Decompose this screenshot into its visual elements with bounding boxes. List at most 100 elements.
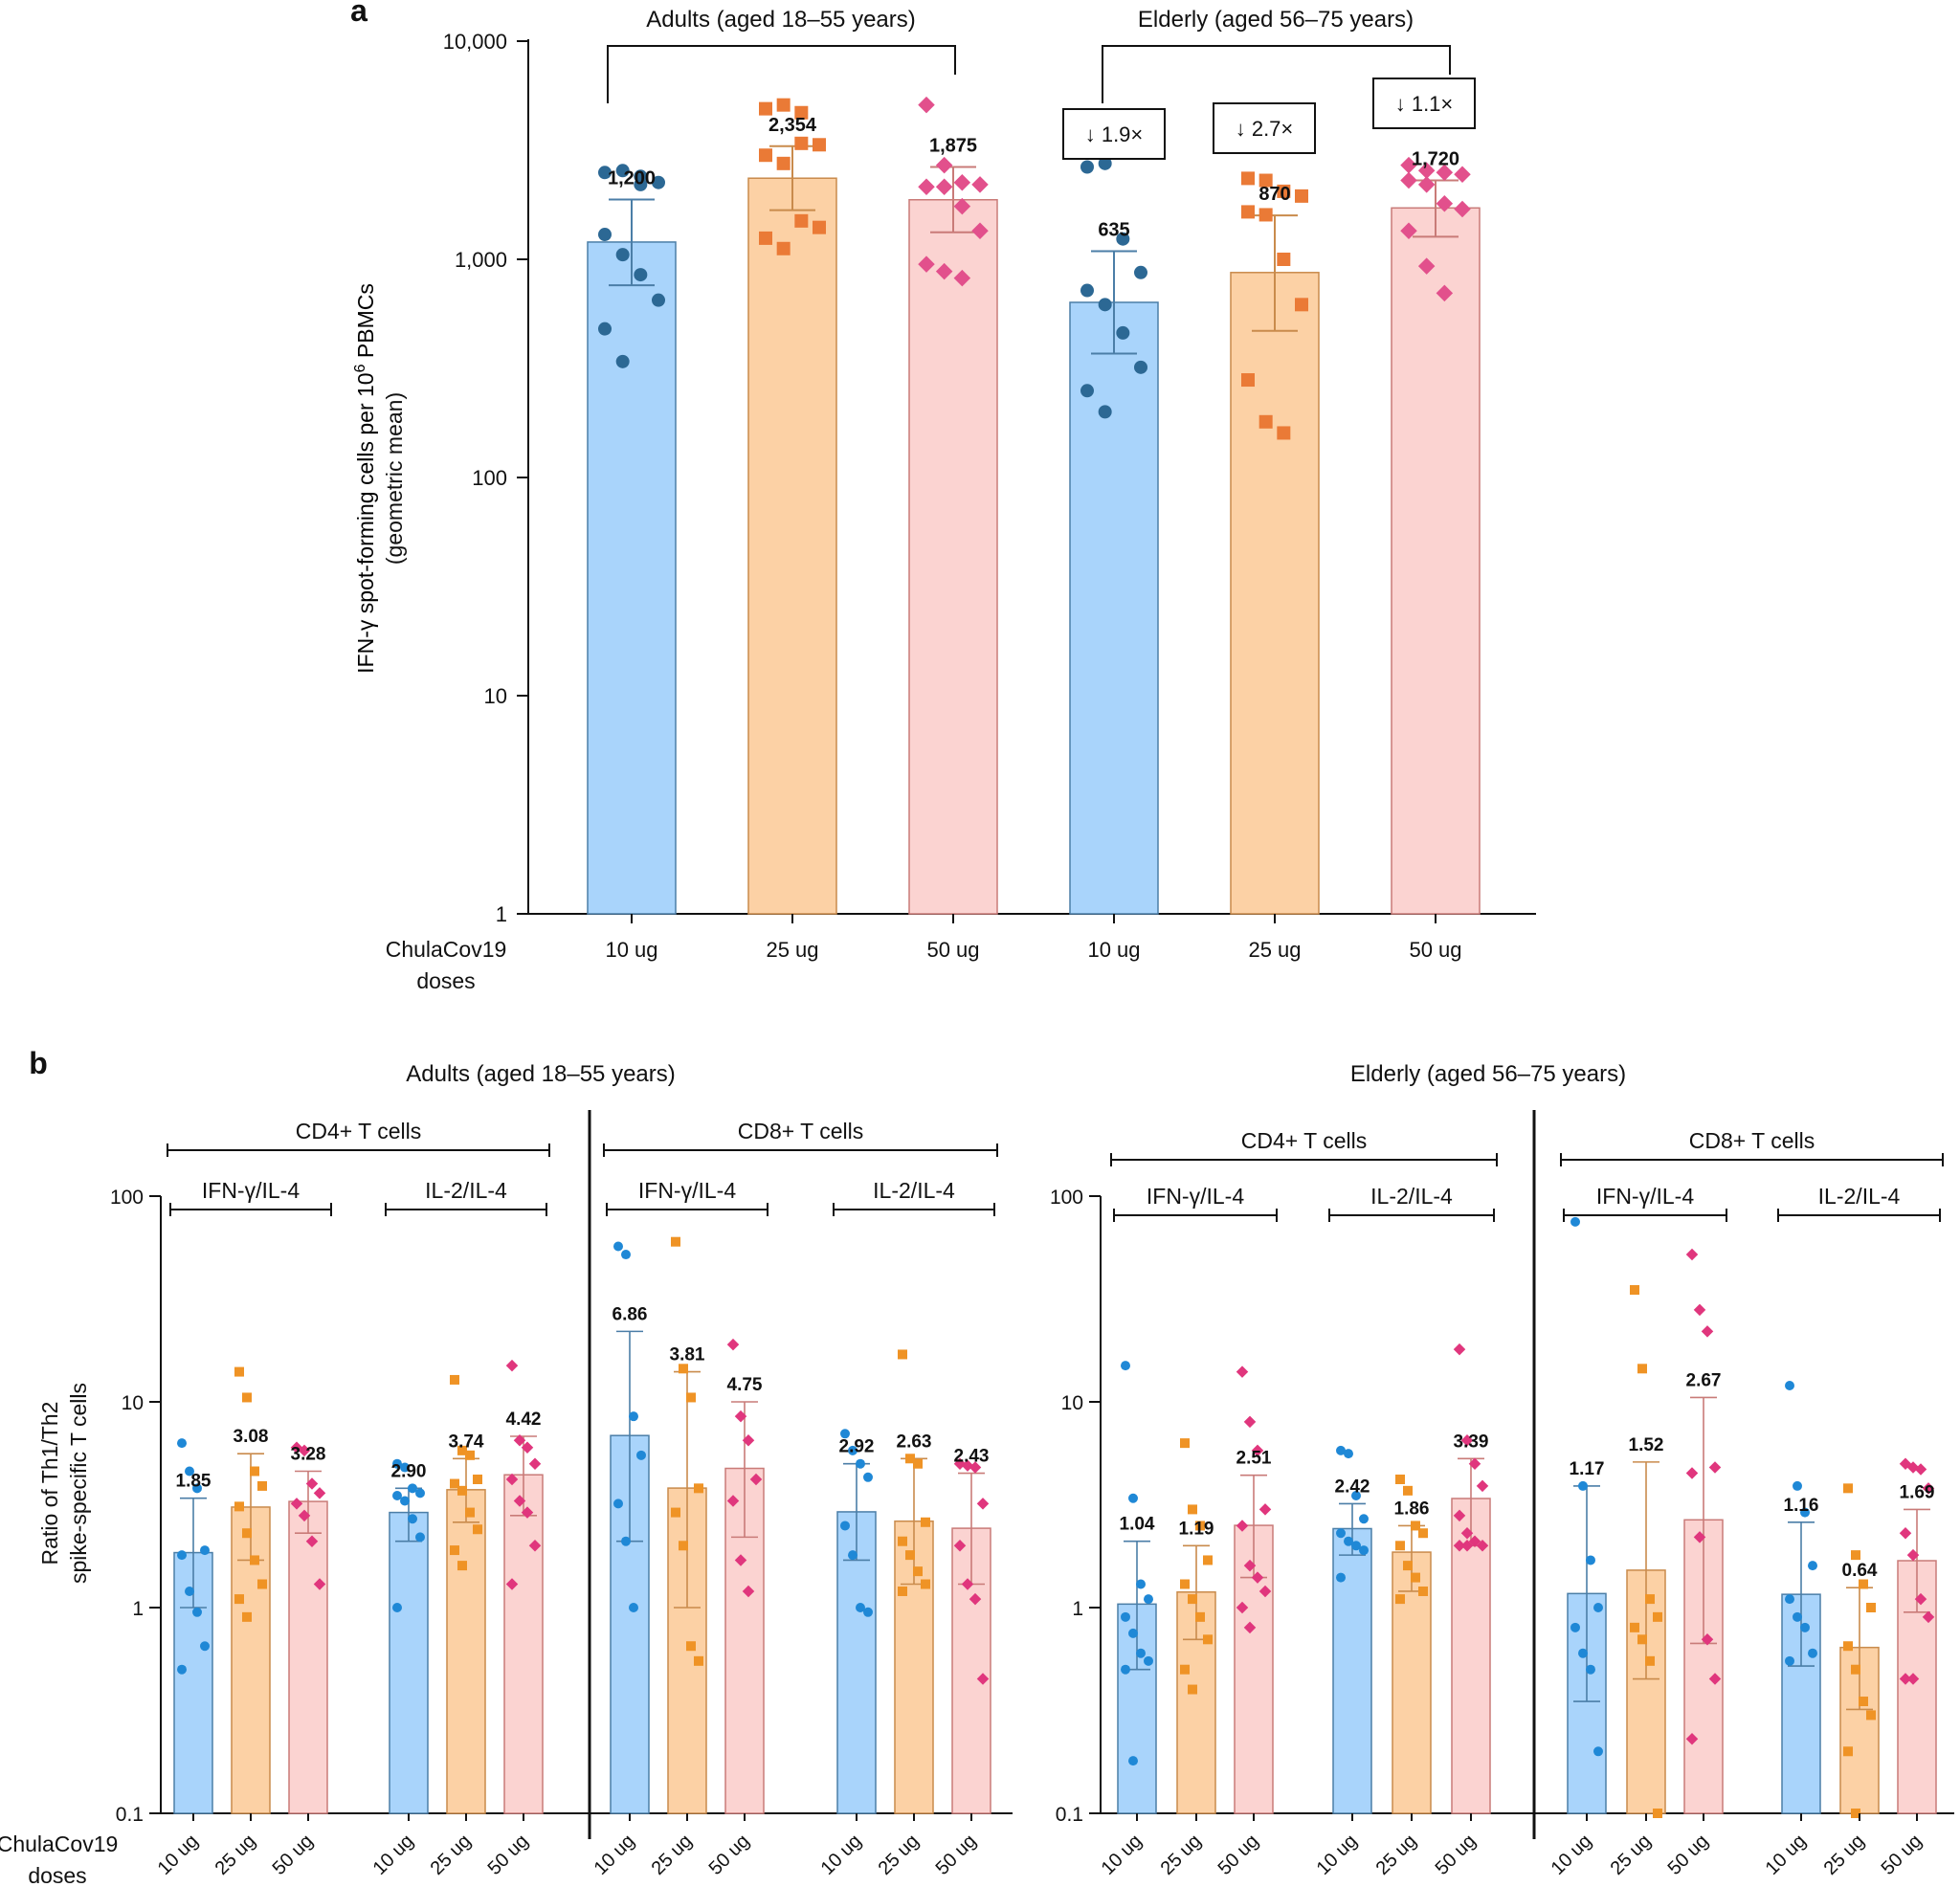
data-point [634,169,648,184]
data-point [749,1473,763,1486]
data-point [918,96,935,114]
data-point [621,1250,631,1260]
data-point [1460,1540,1474,1552]
data-point [185,1586,194,1596]
x-tick-label: 50 ug [1214,1831,1263,1879]
value-label: 1,200 [608,167,656,189]
data-point [505,1473,519,1486]
data-point [971,222,989,240]
value-label: 2.42 [1335,1476,1370,1497]
data-point [636,1450,646,1460]
cell-bracket [167,1143,550,1157]
data-point [1116,232,1130,246]
y-axis-label-line2: spike-specific T cells [66,1383,91,1584]
data-point [1843,1483,1853,1494]
data-point [953,197,971,215]
data-point [1128,1493,1138,1503]
bar-group: 635 [1069,156,1159,915]
x-axis-label: ChulaCov19 [0,1832,118,1856]
cell-label: CD8+ T cells [738,1119,863,1143]
bar-group: 2.92 10 ug [817,1429,877,1879]
data-point [1403,1561,1413,1571]
data-point [629,1603,638,1612]
data-point [1570,1216,1580,1227]
data-point [1236,1365,1249,1378]
data-point [742,1433,755,1447]
box [1213,102,1316,154]
data-point [679,1541,688,1551]
x-tick-label: 25 ug [1157,1831,1206,1879]
y-tick-label: 10 [1061,1392,1083,1414]
y-tick-label: 10 [484,684,507,708]
group-label: Adults (aged 18–55 years) [406,1061,676,1087]
data-point [613,1498,623,1509]
value-label: 1.52 [1629,1435,1664,1455]
y-tick-label: 100 [1050,1187,1083,1209]
data-point [1785,1380,1794,1390]
data-point [1336,1572,1346,1583]
bar [503,1474,544,1814]
fold-label: ↓ 2.7× [1236,117,1294,141]
x-tick-label: 50 ug [926,938,979,962]
x-tick-label: 25 ug [1607,1831,1656,1879]
data-point [1476,1540,1489,1552]
x-tick-label: 10 ug [1762,1831,1811,1879]
data-point [1851,1664,1860,1675]
data-point [694,1483,703,1494]
x-tick-label: 10 ug [1098,1831,1147,1879]
data-point [1578,1648,1588,1658]
data-point [1914,1592,1927,1606]
data-point [794,105,809,120]
data-point [1859,1579,1868,1589]
ratio-label: IFN-γ/IL-4 [202,1178,300,1203]
bar-group: 1,875 [908,96,998,915]
data-point [1241,373,1255,388]
data-point [1685,1248,1699,1261]
data-point [598,166,612,180]
x-tick-label: 50 ug [1409,938,1461,962]
fold-change-box: ↓ 1.9× [1062,108,1166,160]
bar [1230,272,1320,915]
bar-group: 2.90 10 ug [369,1458,429,1879]
bar-group: 1.17 10 ug [1548,1216,1607,1879]
data-point [1295,298,1308,312]
data-point [250,1555,259,1565]
data-point [1906,1673,1920,1685]
group-bracket [1102,45,1451,103]
data-point [1922,1610,1935,1624]
cell-bracket [1560,1153,1944,1166]
ratio-label: IL-2/IL-4 [1370,1184,1453,1209]
data-point [1586,1555,1595,1565]
bar-group: 1.52 25 ug [1607,1285,1666,1879]
ratio-label: IL-2/IL-4 [873,1178,955,1203]
bar-group: 2.43 50 ug [932,1447,991,1879]
data-point [1188,1504,1197,1515]
y-tick-label: 1 [496,902,507,926]
data-point [1136,1648,1146,1658]
data-point [1476,1479,1489,1493]
value-label: 2.92 [839,1437,875,1457]
ratio-bracket [1113,1209,1278,1222]
data-point [521,1506,534,1519]
data-point [1851,1809,1860,1818]
data-point [1418,1528,1428,1539]
y-axis-label-line2: (geometric mean) [382,392,407,565]
data-point [776,156,791,170]
ratio-bracket [1563,1209,1727,1222]
group-label: Adults (aged 18–55 years) [646,7,916,33]
value-label: 4.42 [506,1410,542,1430]
data-point [1144,1594,1153,1605]
data-point [1468,1457,1481,1470]
subset-cd8: CD8+ T cells IFN-γ/IL-4 1.17 10 ug 1.52 25 ug… [1548,1128,1944,1879]
data-point [1843,1641,1853,1652]
fold-change-box: ↓ 1.1× [1372,78,1476,129]
data-point [686,1392,696,1403]
data-point [392,1603,402,1612]
data-point [840,1429,850,1439]
data-point [671,1507,680,1518]
data-point [1793,1480,1802,1491]
y-tick-label: 100 [472,466,507,490]
bar [1332,1527,1372,1814]
bar-group: 1.86 25 ug [1372,1475,1432,1879]
value-label: 2.90 [391,1461,427,1481]
